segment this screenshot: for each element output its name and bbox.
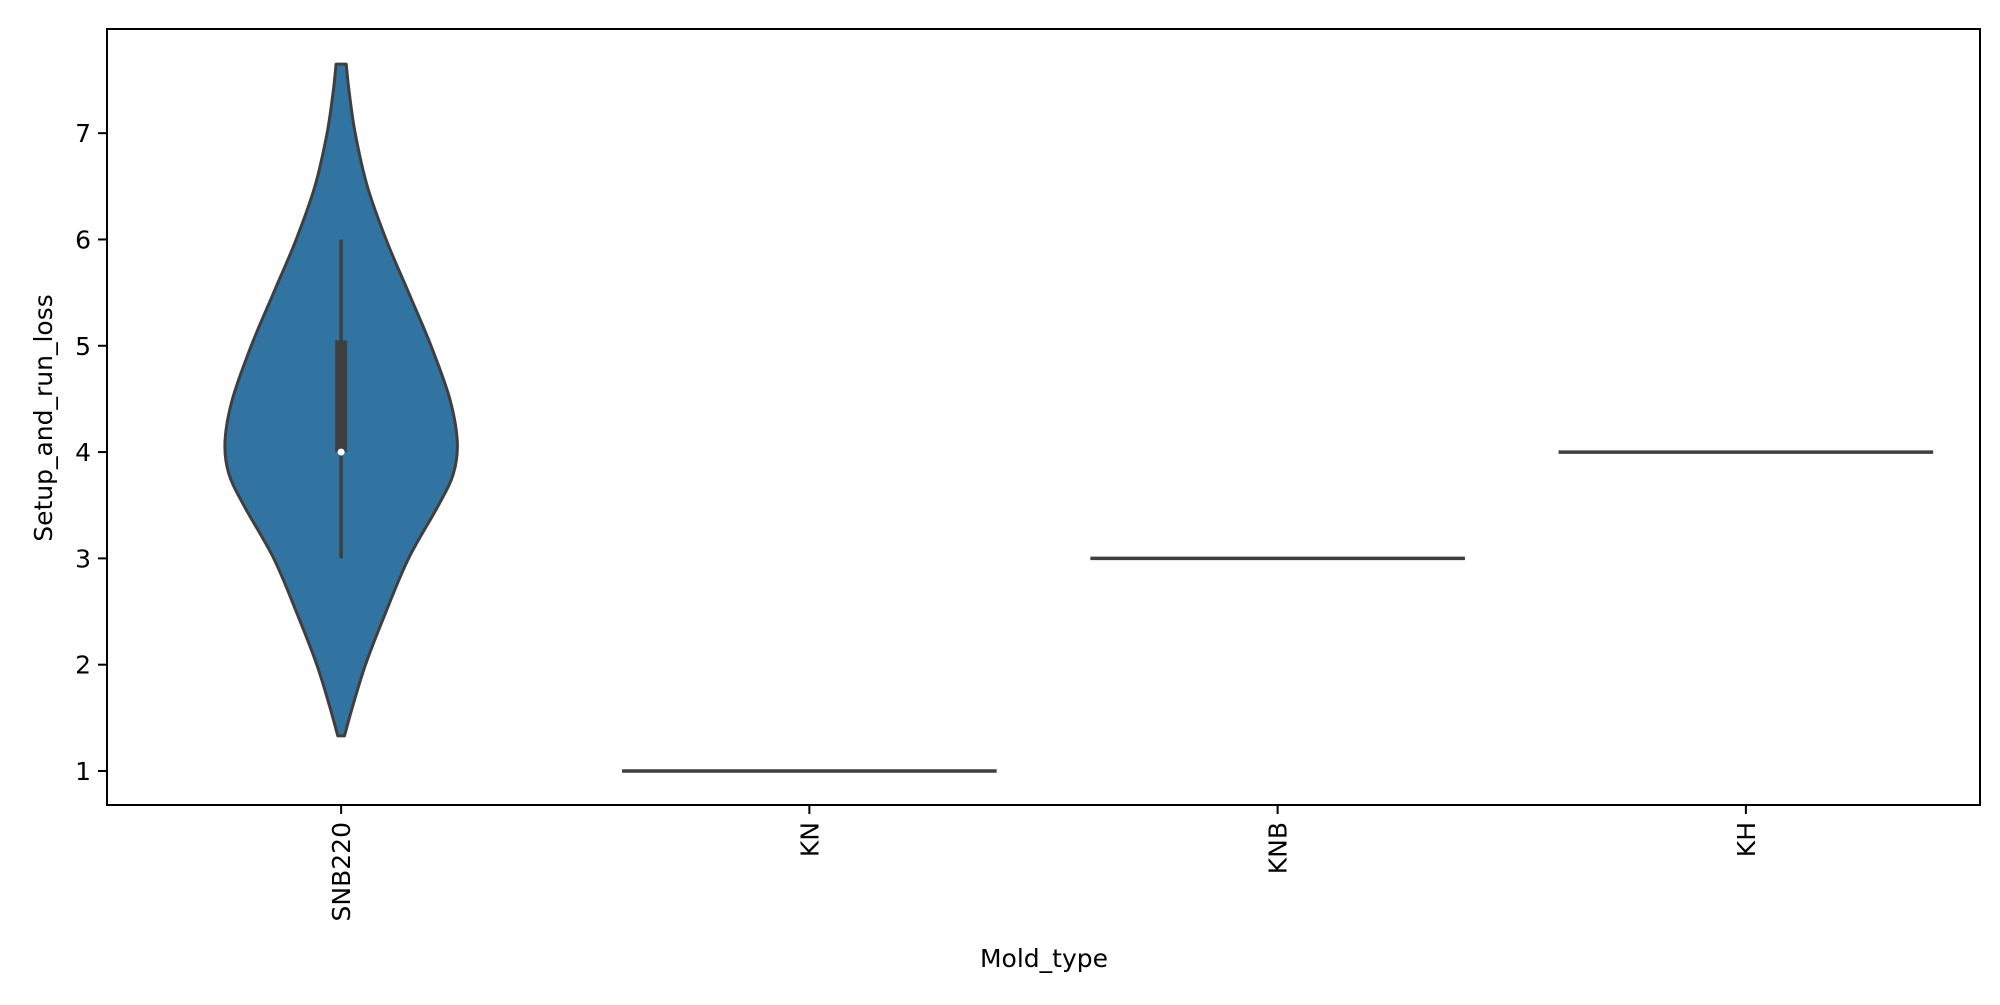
y-tick-label: 7: [75, 119, 91, 148]
x-tick-label: KH: [1732, 822, 1761, 857]
x-tick-label: KNB: [1264, 822, 1293, 874]
x-tick-label: KN: [795, 822, 824, 857]
y-tick-label: 4: [75, 438, 91, 467]
x-tick-label: SNB220: [327, 822, 356, 921]
axes-layer: 1 2 3 4 5 6 7 SNB220 KN KNB KH: [75, 28, 1981, 921]
y-tick-label: 1: [75, 757, 91, 786]
y-axis-label: Setup_and_run_loss: [29, 294, 58, 542]
violin-layer: [223, 62, 1934, 773]
y-tick-label: 6: [75, 225, 91, 254]
iqr-box-snb220: [335, 340, 348, 453]
y-tick-label: 3: [75, 544, 91, 573]
median-marker-snb220: [337, 448, 345, 456]
y-tick-label: 2: [75, 651, 91, 680]
y-tick-label: 5: [75, 332, 91, 361]
x-axis-label: Mold_type: [980, 944, 1108, 973]
plot-frame: [106, 28, 1981, 806]
